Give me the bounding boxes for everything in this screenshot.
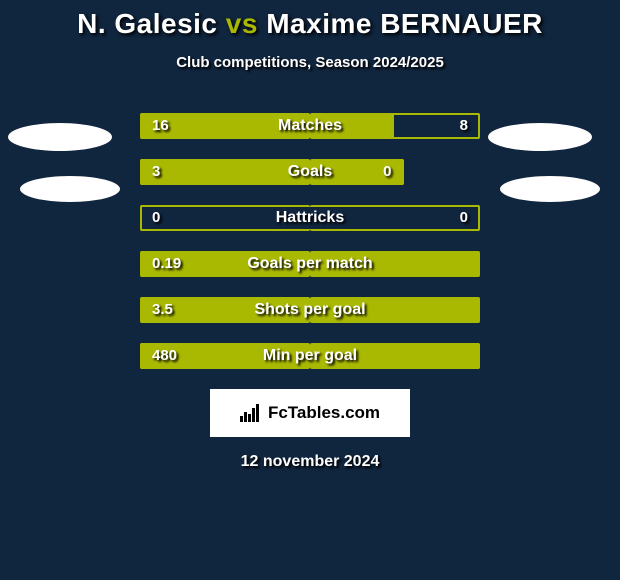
stat-row: Goals per match0.19 — [0, 251, 620, 277]
bar-right-fill — [310, 345, 478, 367]
stat-value-left: 3.5 — [152, 297, 173, 323]
decorative-ellipse — [488, 123, 592, 151]
decorative-ellipse — [8, 123, 112, 151]
bar-right-fill — [310, 115, 394, 137]
infographic-container: N. Galesic vs Maxime BERNAUER Club compe… — [0, 0, 620, 580]
stat-value-right: 0 — [448, 205, 468, 231]
brand-badge: FcTables.com — [210, 389, 410, 437]
stat-row: Hattricks00 — [0, 205, 620, 231]
stat-value-left: 3 — [152, 159, 160, 185]
bar-left-fill — [142, 161, 310, 183]
stat-value-left: 16 — [152, 113, 169, 139]
stat-row: Min per goal480 — [0, 343, 620, 369]
decorative-ellipse — [500, 176, 600, 202]
comparison-title: N. Galesic vs Maxime BERNAUER — [0, 0, 620, 40]
vs-label: vs — [226, 8, 258, 39]
stat-value-left: 0.19 — [152, 251, 181, 277]
player1-name: N. Galesic — [77, 8, 217, 39]
stat-row: Shots per goal3.5 — [0, 297, 620, 323]
stats-rows: Matches168Goals30Hattricks00Goals per ma… — [0, 113, 620, 369]
stat-value-left: 480 — [152, 343, 177, 369]
bar-right-fill — [310, 299, 478, 321]
bar-left-outline — [140, 205, 310, 231]
subtitle: Club competitions, Season 2024/2025 — [0, 54, 620, 71]
stat-value-right: 0 — [372, 159, 392, 185]
decorative-ellipse — [20, 176, 120, 202]
brand-badge-inner: FcTables.com — [240, 403, 380, 423]
bar-chart-icon — [240, 404, 262, 422]
stat-value-right: 8 — [448, 113, 468, 139]
player2-name: Maxime BERNAUER — [266, 8, 543, 39]
stat-value-left: 0 — [152, 205, 160, 231]
brand-text: FcTables.com — [268, 403, 380, 423]
footer-date: 12 november 2024 — [0, 453, 620, 471]
bar-right-fill — [310, 253, 478, 275]
